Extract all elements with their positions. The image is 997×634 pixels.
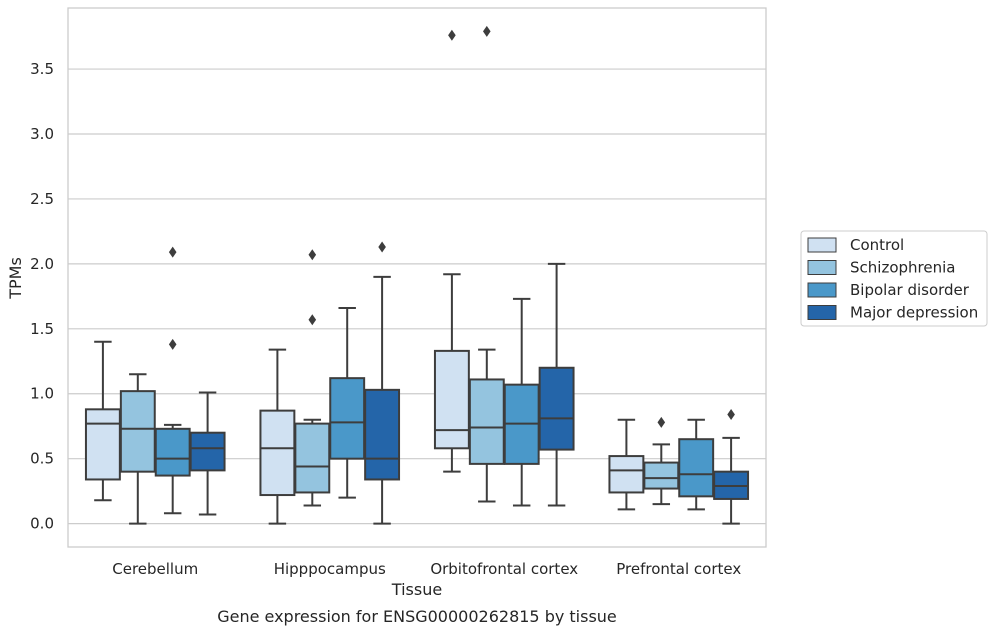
y-tick-labels: 0.0 0.5 1.0 1.5 2.0 2.5 3.0 3.5 bbox=[30, 60, 54, 533]
outlier-point bbox=[483, 25, 491, 37]
box-body bbox=[643, 461, 680, 490]
box-3-3 bbox=[713, 409, 750, 525]
legend-label: Bipolar disorder bbox=[850, 281, 970, 299]
box-body bbox=[84, 408, 121, 481]
box-2-0 bbox=[433, 29, 470, 473]
box-2-3 bbox=[538, 262, 575, 507]
outlier-point bbox=[168, 338, 177, 350]
y-tick-label: 0.0 bbox=[30, 515, 54, 533]
boxes bbox=[84, 25, 750, 525]
plot-frame bbox=[67, 7, 767, 548]
outlier-point bbox=[727, 409, 735, 421]
box-body bbox=[608, 455, 645, 494]
box-3-0 bbox=[608, 418, 645, 511]
legend-swatch bbox=[807, 260, 837, 275]
box-1-3 bbox=[364, 241, 401, 525]
x-axis-label: Tissue bbox=[391, 580, 442, 599]
box-body bbox=[329, 377, 366, 460]
box-body bbox=[678, 438, 715, 498]
y-tick-label: 3.0 bbox=[30, 125, 54, 143]
x-tick-label: Cerebellum bbox=[112, 560, 198, 578]
box-2-2 bbox=[503, 297, 540, 507]
box-0-1 bbox=[119, 373, 156, 525]
legend-label: Schizophrenia bbox=[850, 259, 955, 277]
box-body bbox=[538, 366, 575, 451]
y-tick-label: 2.0 bbox=[30, 255, 54, 273]
box-3-1 bbox=[643, 416, 680, 506]
legend-frame bbox=[800, 230, 988, 327]
legend-label: Major depression bbox=[850, 304, 978, 322]
box-3-2 bbox=[678, 418, 715, 511]
box-body bbox=[119, 390, 156, 473]
x-tick-label: Orbitofrontal cortex bbox=[430, 560, 578, 578]
legend-swatch bbox=[807, 237, 837, 253]
box-body bbox=[259, 409, 296, 497]
y-tick-label: 1.0 bbox=[30, 385, 54, 403]
x-tick-labels: Cerebellum Hipppocampus Orbitofrontal cort… bbox=[112, 560, 741, 578]
box-0-3 bbox=[189, 391, 226, 516]
y-tick-label: 0.5 bbox=[30, 450, 54, 468]
box-1-0 bbox=[259, 348, 296, 525]
box-2-1 bbox=[468, 25, 505, 503]
outlier-point bbox=[308, 249, 317, 261]
box-0-2 bbox=[154, 246, 191, 515]
outlier-point bbox=[657, 416, 666, 428]
outlier-point bbox=[378, 241, 386, 253]
box-body bbox=[468, 378, 505, 465]
legend-swatch bbox=[807, 305, 837, 320]
box-0-0 bbox=[84, 340, 121, 502]
box-body bbox=[433, 349, 470, 450]
legend-swatch bbox=[807, 282, 837, 298]
box-body bbox=[189, 431, 226, 472]
legend: Control Schizophrenia Bipolar disorder Majo… bbox=[800, 230, 988, 327]
y-axis-label: TPMs bbox=[6, 257, 25, 300]
legend-label: Control bbox=[850, 236, 904, 254]
chart-title: Gene expression for ENSG00000262815 by t… bbox=[217, 607, 617, 626]
x-tick-label: Hipppocampus bbox=[274, 560, 386, 578]
outlier-point bbox=[168, 246, 177, 258]
box-body bbox=[294, 422, 331, 494]
box-body bbox=[364, 388, 401, 481]
x-tick-label: Prefrontal cortex bbox=[616, 560, 741, 578]
box-body bbox=[154, 427, 191, 477]
y-tick-label: 1.5 bbox=[30, 320, 54, 338]
outlier-point bbox=[448, 29, 456, 41]
box-1-2 bbox=[329, 307, 366, 499]
box-1-1 bbox=[294, 249, 331, 507]
outlier-point bbox=[308, 314, 317, 326]
y-tick-label: 3.5 bbox=[30, 60, 54, 78]
y-tick-label: 2.5 bbox=[30, 190, 54, 208]
